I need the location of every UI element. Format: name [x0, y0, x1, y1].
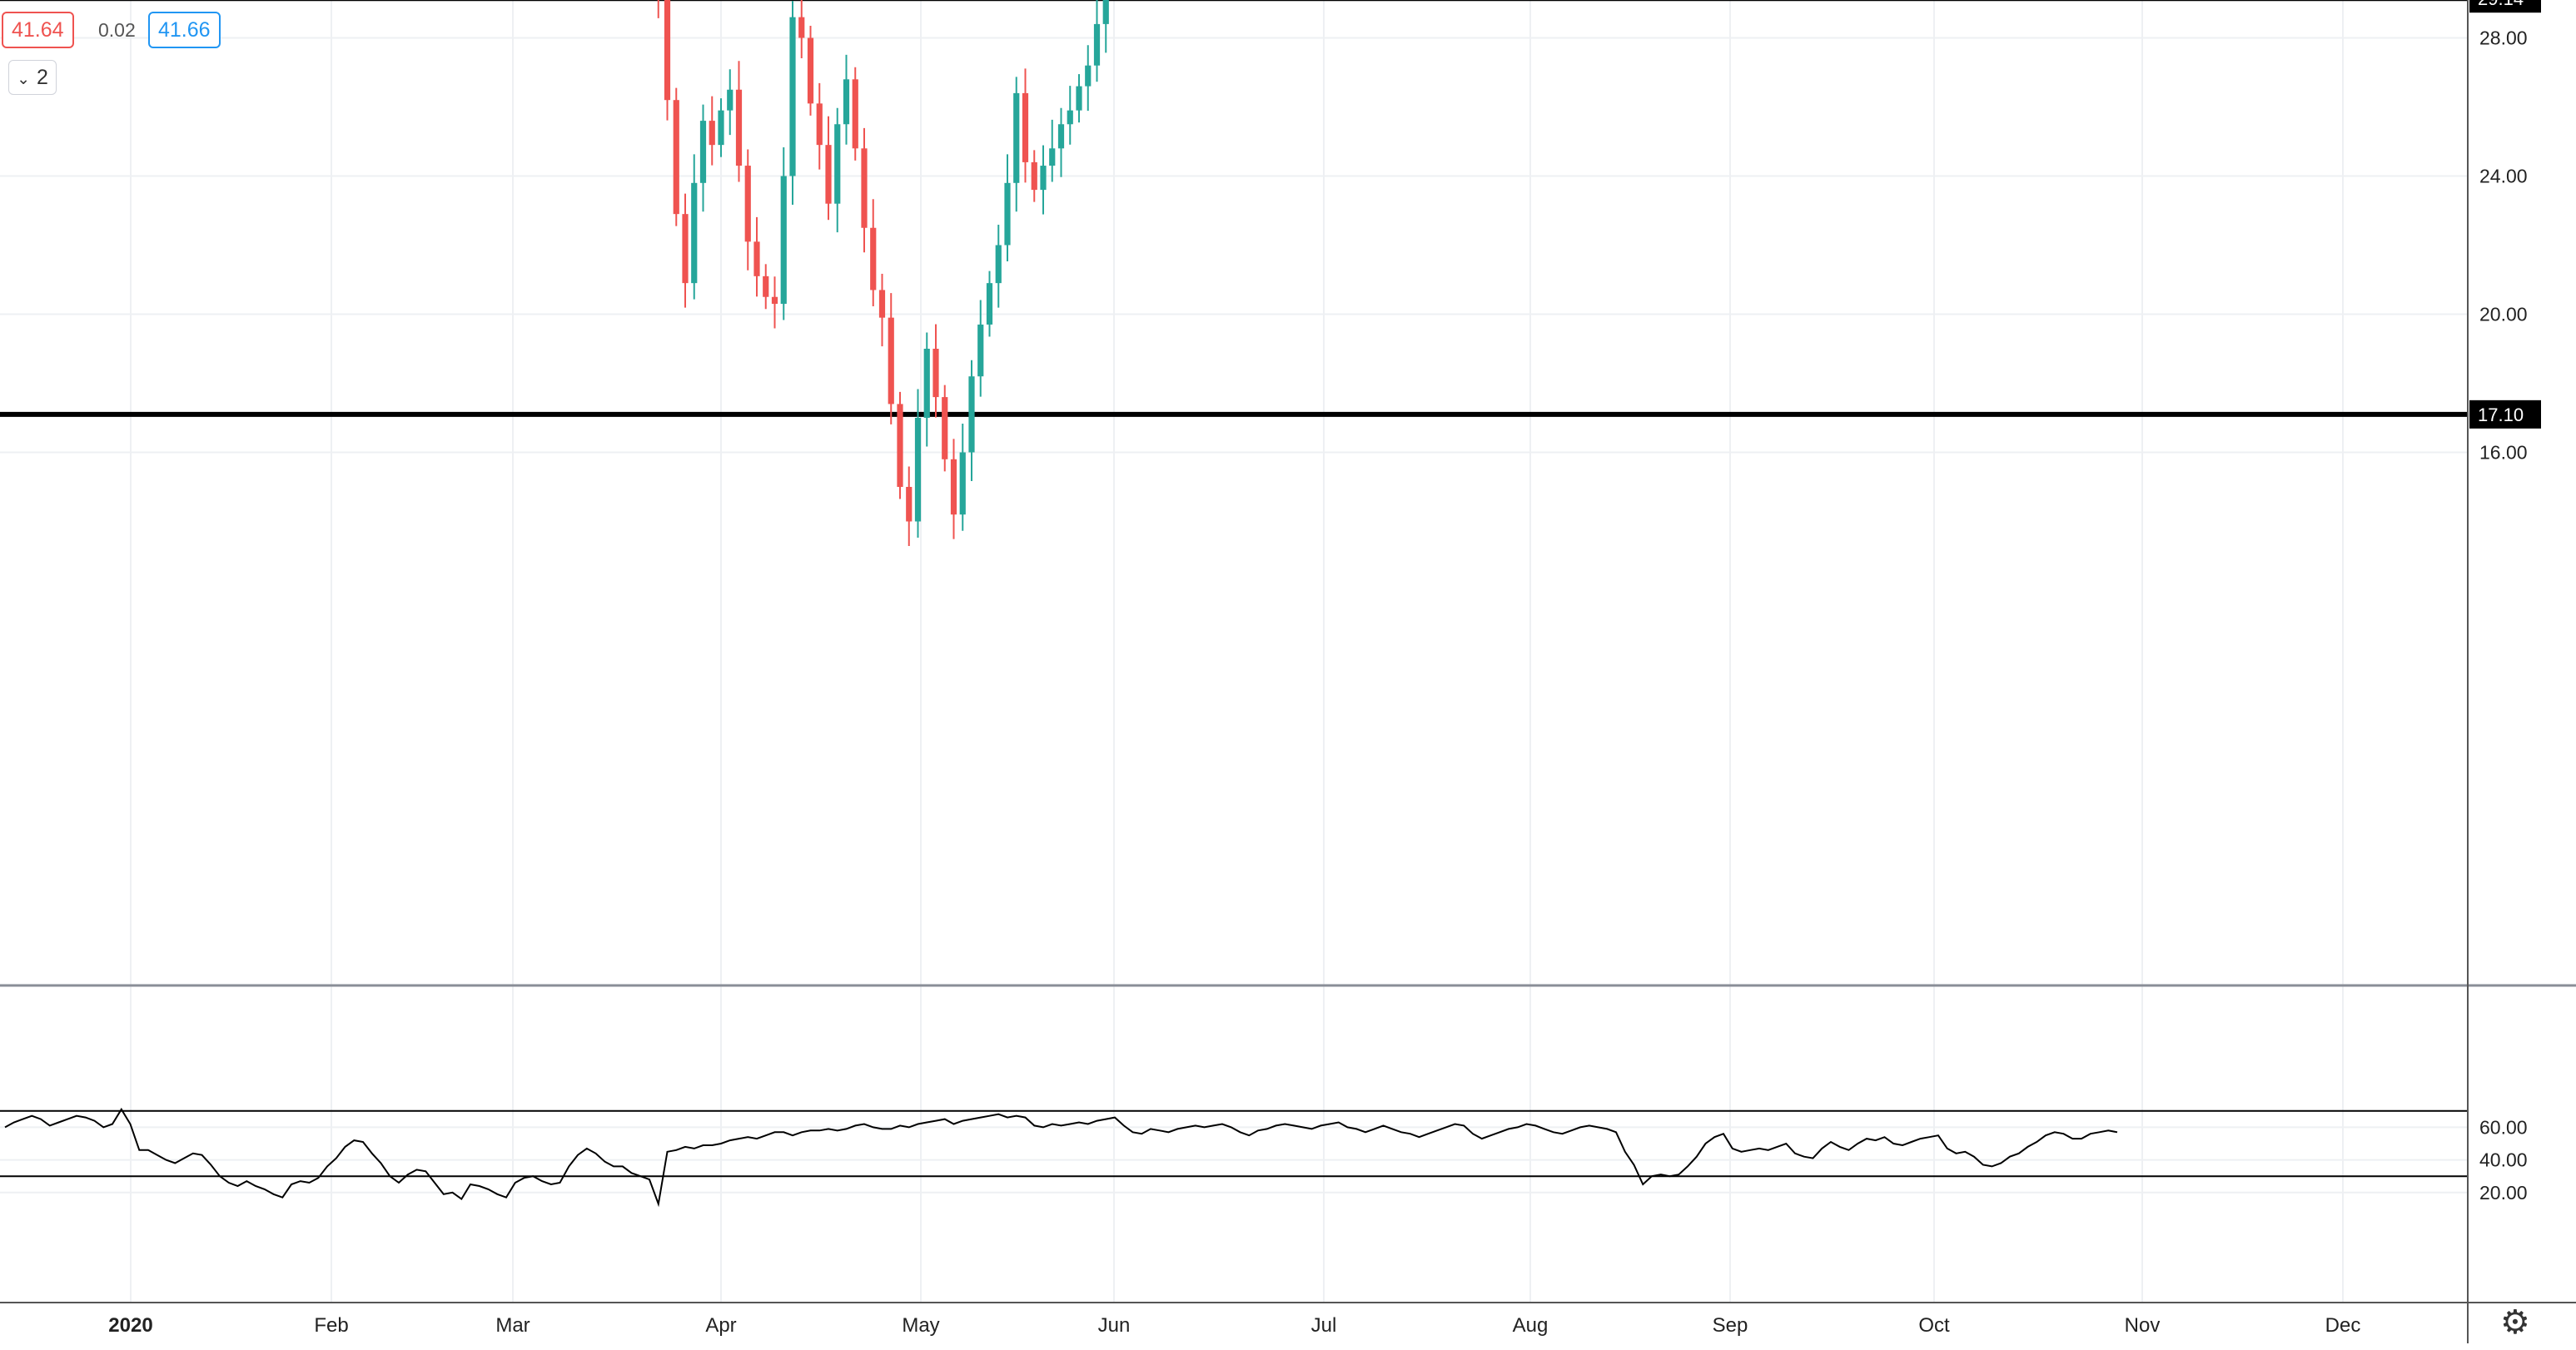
level-price-label: 17.10: [2478, 405, 2524, 425]
candle-body: [914, 418, 922, 522]
candle-body: [888, 317, 894, 405]
candle-body: [968, 376, 975, 453]
candle-body: [1067, 110, 1073, 125]
candle-body: [1031, 161, 1037, 191]
candle-body: [673, 100, 679, 215]
horizontal-levels: [0, 0, 2468, 417]
candle-body: [664, 0, 671, 101]
candle-body: [798, 17, 805, 38]
gear-icon[interactable]: ⚙: [2500, 1304, 2530, 1341]
time-axis-label: 2020: [108, 1314, 152, 1337]
candle-body: [771, 296, 778, 305]
candle-body: [852, 79, 858, 149]
candle-body: [1022, 92, 1029, 162]
rsi-tick-label: 20.00: [2479, 1182, 2528, 1204]
candle-body: [932, 349, 939, 398]
candle-body: [780, 176, 787, 305]
time-axis-label: Dec: [2325, 1314, 2361, 1337]
candle-body: [753, 241, 760, 276]
time-axis-label: Feb: [314, 1314, 348, 1337]
candle-body: [1057, 124, 1065, 149]
time-axis-label: Nov: [2125, 1314, 2161, 1337]
rsi-line: [4, 1107, 2118, 1208]
candle-body: [843, 79, 850, 125]
candle-body: [834, 124, 841, 204]
candle-body: [986, 283, 993, 325]
candle-body: [1102, 0, 1109, 24]
candle-body: [1076, 86, 1082, 111]
grid-lines: [0, 0, 2468, 1303]
candle-body: [861, 148, 868, 228]
candle-body: [942, 397, 948, 459]
rsi-tick-label: 40.00: [2479, 1149, 2528, 1171]
candle-body: [789, 17, 796, 176]
candle-body: [878, 290, 886, 318]
indicator-collapse-button[interactable]: ⌄ 2: [8, 60, 57, 95]
candle-body: [682, 214, 689, 284]
candle-body: [744, 166, 751, 242]
candle-body: [763, 275, 769, 297]
candle-body: [1013, 92, 1020, 183]
candle-body: [691, 182, 698, 284]
candle-body: [1085, 65, 1092, 87]
ask-price-box[interactable]: 41.66: [148, 12, 221, 48]
candlestick-series: [657, 0, 1109, 546]
candle-body: [1040, 166, 1047, 191]
chevron-down-icon: ⌄: [17, 71, 30, 88]
candle-body: [950, 459, 957, 515]
time-axis-label: Aug: [1513, 1314, 1549, 1337]
time-axis-label: Mar: [495, 1314, 530, 1337]
time-axis-label: Jul: [1311, 1314, 1337, 1337]
candle-body: [923, 349, 930, 418]
level-price-label: 29.14: [2478, 0, 2524, 9]
candle-body: [727, 89, 734, 111]
price-tick-label: 20.00: [2479, 304, 2528, 325]
candle-body: [906, 487, 913, 522]
indicator-count: 2: [37, 66, 48, 89]
candle-body: [870, 227, 877, 290]
candle-body: [718, 110, 724, 146]
candle-body: [995, 245, 1002, 284]
candle-body: [977, 324, 984, 377]
price-tick-label: 28.00: [2479, 27, 2528, 49]
level-price-tag: [2469, 0, 2541, 13]
candle-body: [1093, 23, 1101, 66]
price-tick-label: 24.00: [2479, 166, 2528, 187]
candle-body: [897, 404, 903, 487]
candle-body: [699, 121, 707, 183]
price-tick-label: 16.00: [2479, 442, 2528, 464]
time-axis-label: May: [902, 1314, 939, 1337]
candle-body: [825, 145, 832, 204]
candle-body: [735, 89, 743, 166]
spread-value: 0.02: [98, 19, 136, 41]
time-axis-label: Sep: [1713, 1314, 1748, 1337]
level-price-tag: [2469, 400, 2541, 429]
candle-body: [1049, 148, 1056, 166]
time-axis-label: Oct: [1918, 1314, 1950, 1337]
candle-body: [709, 121, 715, 146]
bid-price-box[interactable]: 41.64: [2, 12, 74, 48]
candle-body: [959, 452, 966, 515]
candle-body: [807, 37, 814, 104]
candle-body: [816, 103, 823, 146]
time-axis-label: Apr: [705, 1314, 736, 1337]
candle-body: [1004, 182, 1011, 246]
time-axis-label: Jun: [1098, 1314, 1131, 1337]
rsi-tick-label: 60.00: [2479, 1116, 2528, 1138]
rsi-pane: [0, 1107, 2468, 1208]
